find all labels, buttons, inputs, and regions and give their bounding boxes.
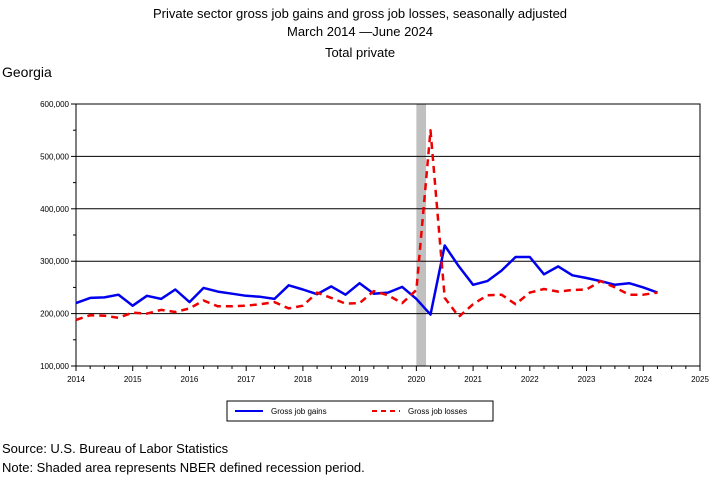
- y-tick-label: 100,000: [40, 362, 69, 371]
- chart-period-subtitle: March 2014 —June 2024: [0, 24, 720, 39]
- period-start: March 2014: [286, 24, 356, 39]
- legend-label: Gross job gains: [271, 407, 327, 416]
- period-end: June 2024: [372, 24, 433, 39]
- y-tick-label: 600,000: [40, 100, 69, 109]
- source-note: Source: U.S. Bureau of Labor Statistics: [2, 441, 229, 456]
- period-dash: —: [359, 24, 373, 39]
- x-tick-label: 2015: [124, 375, 142, 384]
- region-label: Georgia: [2, 64, 52, 80]
- chart-subtitle: Total private: [324, 45, 396, 60]
- x-tick-label: 2018: [294, 375, 312, 384]
- y-tick-label: 500,000: [40, 152, 69, 161]
- chart-title: Private sector gross job gains and gross…: [152, 6, 568, 21]
- y-tick-label: 400,000: [40, 205, 69, 214]
- x-tick-label: 2016: [181, 375, 199, 384]
- legend-box: [226, 400, 494, 422]
- x-tick-label: 2014: [67, 375, 85, 384]
- legend-label: Gross job losses: [408, 407, 467, 416]
- x-tick-label: 2025: [691, 375, 709, 384]
- series-line-gross-job-gains: [75, 244, 658, 316]
- x-tick-label: 2021: [464, 375, 482, 384]
- x-tick-label: 2019: [351, 375, 369, 384]
- x-tick-label: 2017: [237, 375, 255, 384]
- series-line-gross-job-losses: [75, 128, 658, 322]
- x-tick-label: 2024: [634, 375, 652, 384]
- y-tick-label: 300,000: [40, 257, 69, 266]
- recession-note: Note: Shaded area represents NBER define…: [2, 460, 365, 475]
- x-tick-label: 2020: [407, 375, 425, 384]
- plot-frame: [75, 103, 701, 367]
- x-tick-label: 2023: [578, 375, 596, 384]
- x-tick-label: 2022: [521, 375, 539, 384]
- y-tick-label: 200,000: [40, 310, 69, 319]
- legend: Gross job gains Gross job losses: [226, 400, 494, 422]
